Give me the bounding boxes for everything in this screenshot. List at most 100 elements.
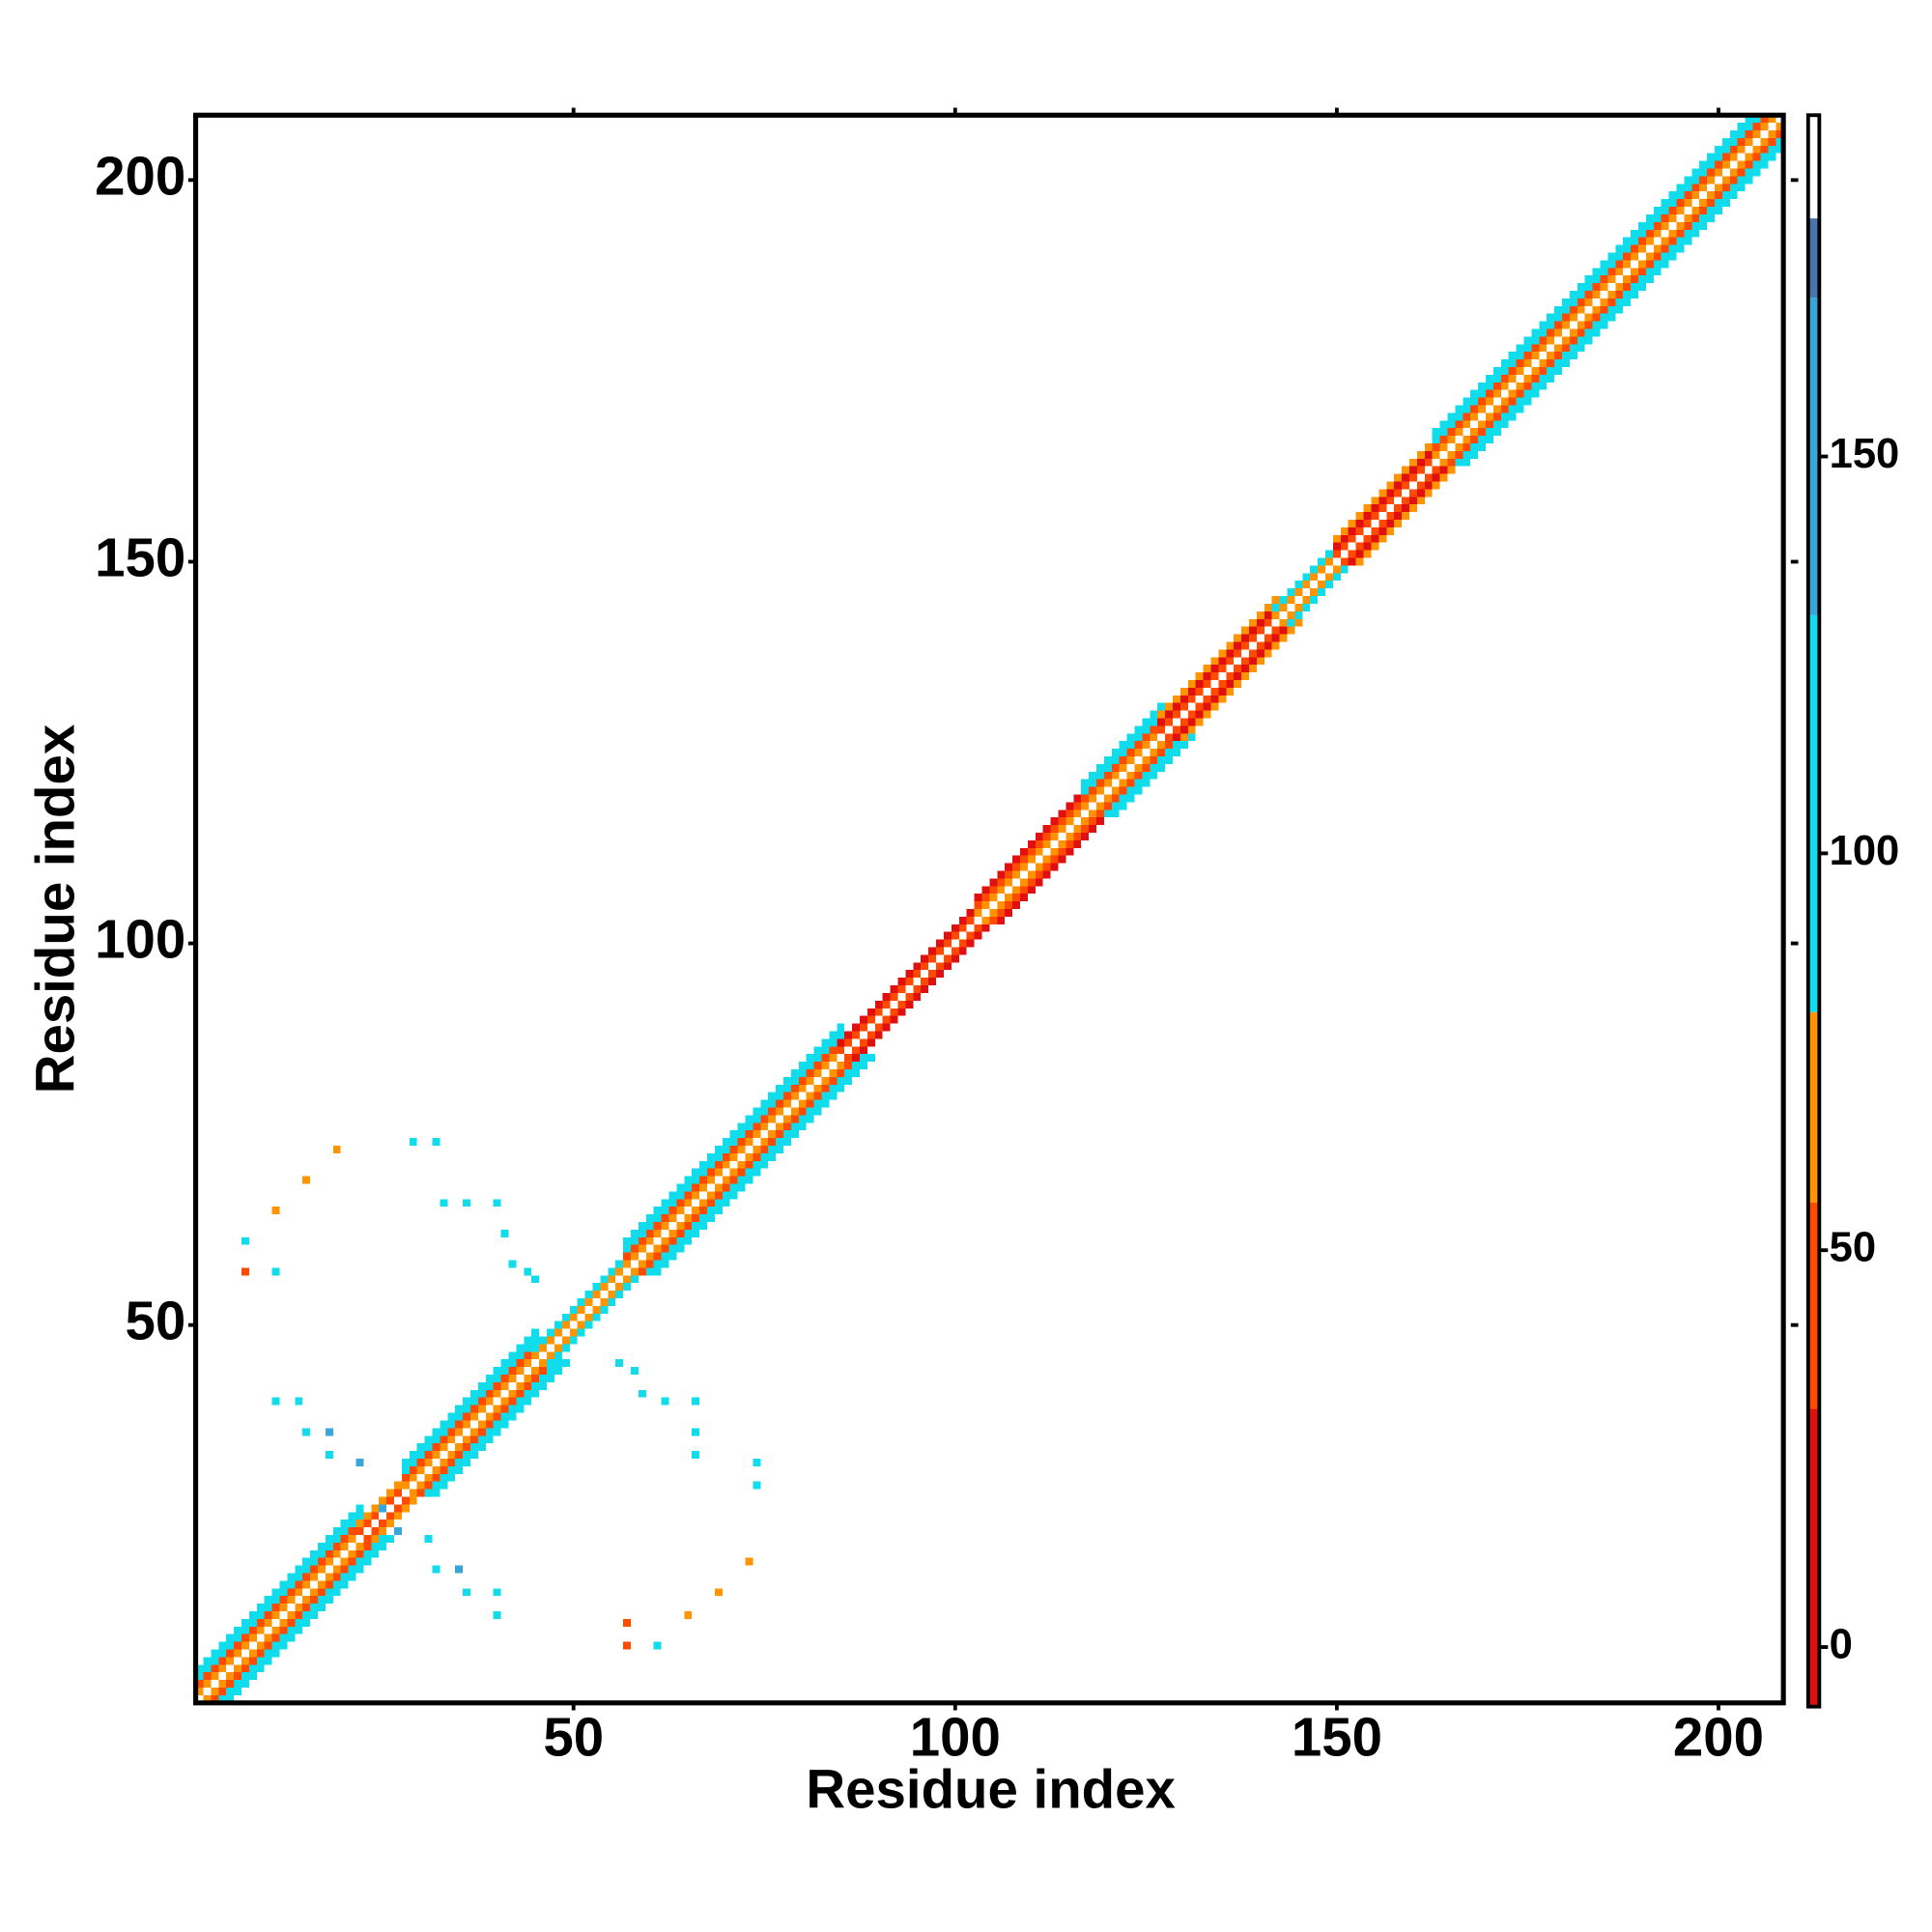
y-tick-label: 100 — [95, 908, 185, 969]
contact-cell — [638, 1389, 646, 1398]
contact-strip — [226, 1534, 395, 1703]
contact-strip — [1111, 733, 1196, 818]
contact-strip — [531, 1260, 631, 1360]
contact-cell — [455, 1565, 464, 1574]
contact-strip — [1432, 115, 1776, 459]
contact-strip — [1332, 450, 1440, 558]
contact-cell — [325, 1428, 333, 1436]
contact-cell — [325, 1451, 333, 1459]
contact-strip — [623, 1038, 845, 1261]
contact-cell — [692, 1428, 700, 1436]
contact-cell — [440, 1199, 448, 1208]
contact-cell — [615, 1359, 624, 1368]
contact-cell — [623, 1618, 631, 1627]
contact-strip — [363, 1489, 417, 1543]
contact-strip — [1095, 733, 1180, 818]
contact-strip — [355, 1473, 410, 1528]
plot-frame — [193, 112, 1786, 1706]
contact-strip — [539, 1267, 639, 1368]
contact-strip — [1432, 115, 1761, 444]
contact-strip — [653, 1054, 875, 1276]
contact-strip — [1355, 458, 1463, 566]
x-tick-label: 50 — [543, 1706, 604, 1767]
contact-strip — [1103, 733, 1188, 818]
colorbar-segment — [1807, 298, 1820, 615]
contact-strip — [1081, 725, 1166, 810]
contact-cell — [684, 1610, 693, 1619]
contact-cell — [623, 1641, 631, 1650]
contact-strip — [432, 1359, 570, 1497]
contact-strip — [211, 1534, 380, 1703]
contact-cell — [508, 1260, 517, 1268]
contact-cell — [379, 1504, 387, 1513]
contact-strip — [1463, 145, 1784, 467]
contact-cell — [531, 1275, 540, 1284]
contact-strip — [1089, 733, 1174, 818]
contact-strip — [1455, 137, 1784, 467]
contact-strip — [1432, 115, 1753, 437]
colorbar-tick-label: 100 — [1830, 828, 1900, 874]
contact-strip — [989, 810, 1104, 924]
contact-cell — [271, 1207, 280, 1215]
contact-strip — [1439, 123, 1784, 467]
contact-cell — [692, 1451, 700, 1459]
contact-cell — [302, 1176, 311, 1184]
contact-strip — [401, 1328, 540, 1466]
contact-strip — [1332, 436, 1440, 543]
contact-cell — [463, 1588, 471, 1597]
contact-cell — [409, 1138, 417, 1146]
contact-strip — [1157, 611, 1280, 734]
contact-cell — [753, 1458, 761, 1466]
contact-cell — [524, 1267, 532, 1276]
contact-cell — [302, 1428, 311, 1436]
contact-strip — [623, 1031, 845, 1253]
contact-strip — [1271, 542, 1341, 611]
contact-strip — [1271, 550, 1341, 619]
contact-cell — [753, 1481, 761, 1490]
contact-strip — [844, 916, 990, 1063]
contact-cell — [500, 1229, 509, 1237]
contact-strip — [1279, 557, 1349, 627]
x-tick-label: 150 — [1292, 1706, 1382, 1767]
colorbar-tick-label: 150 — [1830, 431, 1900, 477]
contact-cell — [394, 1527, 402, 1535]
contact-cell — [271, 1397, 280, 1406]
contact-strip — [1157, 596, 1280, 719]
contact-strip — [1332, 443, 1440, 551]
contact-cell — [653, 1641, 662, 1650]
contact-cell — [493, 1588, 501, 1597]
contact-strip — [416, 1359, 554, 1497]
contact-cell — [424, 1534, 433, 1543]
contact-cell — [493, 1199, 501, 1208]
contact-cell — [692, 1397, 700, 1406]
colorbar-tick-label: 0 — [1830, 1622, 1853, 1668]
contact-strip — [1179, 618, 1303, 742]
contact-cell — [493, 1610, 501, 1619]
contact-strip — [837, 901, 982, 1047]
contact-strip — [1081, 718, 1166, 803]
colorbar-segment — [1807, 1011, 1820, 1203]
colorbar-frame — [1805, 113, 1822, 1709]
colorbar-segment — [1807, 614, 1820, 1012]
colorbar-segment — [1807, 218, 1820, 298]
x-tick-label: 200 — [1673, 1706, 1764, 1767]
contact-cell — [432, 1138, 440, 1146]
contact-strip — [1447, 130, 1784, 467]
contact-cell — [661, 1397, 669, 1406]
contact-strip — [638, 1054, 861, 1276]
contact-strip — [1157, 603, 1280, 726]
contact-strip — [1081, 710, 1166, 795]
y-tick-label: 150 — [95, 526, 185, 587]
contact-cell — [295, 1397, 303, 1406]
contact-strip — [195, 1504, 364, 1673]
contact-strip — [1287, 557, 1356, 627]
contact-strip — [623, 1046, 845, 1268]
contact-strip — [547, 1267, 646, 1368]
contact-strip — [623, 1023, 845, 1245]
contact-strip — [424, 1359, 562, 1497]
contact-cell — [745, 1557, 753, 1566]
contact-strip — [974, 802, 1090, 917]
contact-cell — [432, 1565, 440, 1574]
contact-cell — [241, 1236, 249, 1245]
